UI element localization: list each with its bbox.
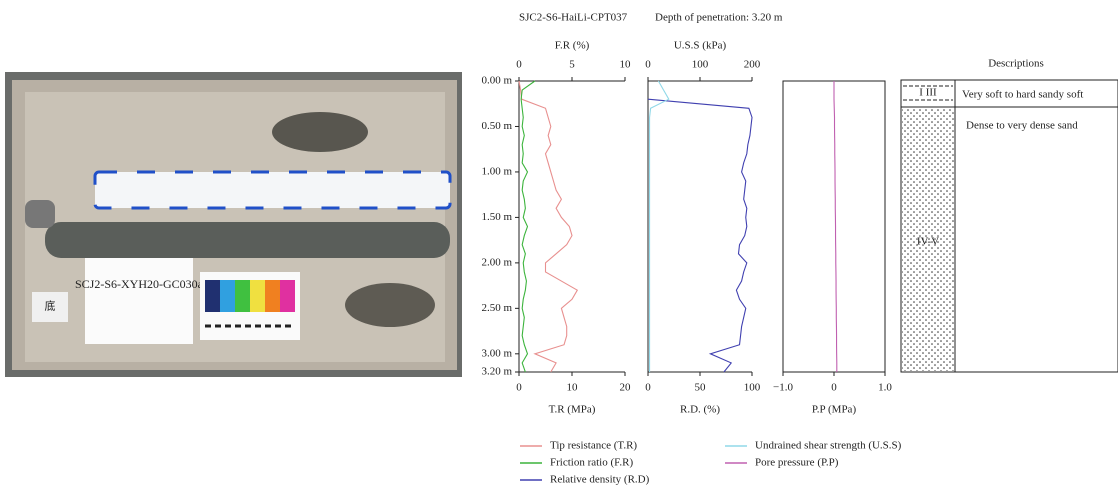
x-tick-label: 10 [567, 382, 579, 394]
penetration-depth: Depth of penetration: 3.20 m [655, 12, 783, 24]
legend-label: Pore pressure (P.P) [755, 457, 839, 469]
data-line [834, 81, 837, 372]
unit-label: IV-V [917, 236, 939, 248]
layer-symbol: I III [919, 87, 937, 99]
y-tick-label: 1.00 m [481, 165, 512, 177]
x-tick-label: 50 [695, 382, 707, 394]
x2-tick-label: 0 [516, 59, 522, 71]
x-tick-label: −1.0 [773, 382, 793, 394]
x2-tick-label: 10 [620, 59, 632, 71]
figure: SCJ2-S6-XYH20-GC030a 底 SJC2-S6-HaiLi-CPT… [0, 0, 1118, 495]
data-line [521, 81, 535, 372]
data-line [650, 81, 669, 372]
y-tick-label: 1.50 m [481, 211, 512, 223]
data-line [648, 99, 752, 372]
legend-label: Friction ratio (F.R) [550, 457, 633, 469]
description-column: Descriptions I III IV-V Very soft to har… [901, 58, 1118, 372]
legend-label: Relative density (R.D) [550, 474, 650, 486]
y-tick-label: 0.50 m [481, 120, 512, 132]
card-label: SCJ2-S6-XYH20-GC030a [75, 277, 204, 291]
core-photo: SCJ2-S6-XYH20-GC030a 底 [5, 72, 462, 377]
x2-tick-label: 100 [692, 59, 709, 71]
x-tick-label: 1.0 [878, 382, 892, 394]
x-axis-title: P.P (MPa) [812, 404, 857, 416]
figure-title: SJC2-S6-HaiLi-CPT037 [519, 12, 628, 24]
x-axis-title: T.R (MPa) [549, 404, 596, 416]
x-tick-label: 100 [744, 382, 761, 394]
y-tick-label: 3.00 m [481, 347, 512, 359]
y-tick-label: 3.20 m [481, 366, 512, 378]
x2-axis-title: U.S.S (kPa) [674, 40, 727, 52]
x-tick-label: 0 [645, 382, 651, 394]
y-tick-label: 2.00 m [481, 256, 512, 268]
y-tick-label: 0.00 m [481, 75, 512, 87]
card-mark: 底 [45, 299, 56, 313]
x-tick-label: 20 [620, 382, 632, 394]
layer-description: Very soft to hard sandy soft [962, 89, 1083, 101]
descriptions-title: Descriptions [988, 58, 1044, 70]
x2-axis-title: F.R (%) [555, 40, 590, 52]
x2-tick-label: 200 [744, 59, 761, 71]
y-tick-label: 2.50 m [481, 302, 512, 314]
x2-tick-label: 5 [569, 59, 575, 71]
x2-tick-label: 0 [645, 59, 651, 71]
x-tick-label: 0 [516, 382, 522, 394]
layer-description: Dense to very dense sand [966, 120, 1078, 132]
legend-label: Tip resistance (T.R) [550, 440, 637, 452]
x-axis-title: R.D. (%) [680, 404, 720, 416]
x-tick-label: 0 [831, 382, 837, 394]
legend-label: Undrained shear strength (U.S.S) [755, 440, 902, 452]
